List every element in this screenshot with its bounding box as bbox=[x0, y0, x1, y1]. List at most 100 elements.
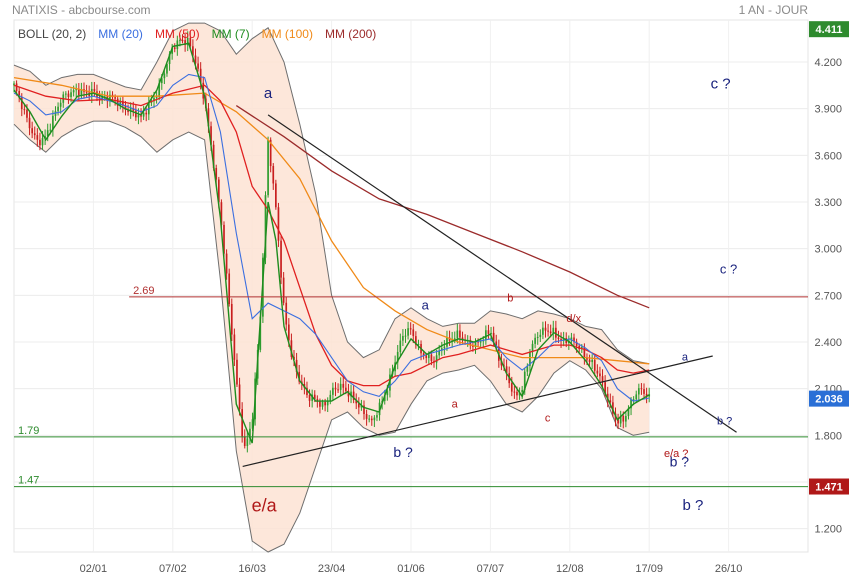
level-label: 1.47 bbox=[18, 475, 39, 487]
y-tick-label: 3.900 bbox=[814, 104, 842, 116]
candle-body bbox=[370, 418, 373, 421]
candle-body bbox=[407, 328, 409, 336]
candle-body bbox=[630, 399, 632, 409]
candle-body bbox=[637, 388, 640, 395]
candle-body bbox=[171, 47, 173, 54]
candle-body bbox=[163, 73, 166, 79]
candle-body bbox=[259, 316, 262, 350]
candle-body bbox=[622, 415, 625, 422]
candle-body bbox=[173, 47, 176, 50]
price-badge bbox=[809, 478, 849, 495]
trendlines bbox=[242, 114, 737, 468]
candle-body bbox=[145, 112, 148, 115]
wave-label: e/a bbox=[252, 496, 278, 516]
x-tick-label: 17/09 bbox=[635, 563, 663, 575]
legend: BOLL (20, 2) MM (20) MM (50) MM (7) MM (100)… bbox=[18, 27, 376, 41]
candle-body bbox=[453, 338, 456, 340]
candle-body bbox=[36, 135, 39, 140]
candle-body bbox=[215, 168, 218, 180]
candle-body bbox=[635, 394, 638, 400]
bollinger-lower bbox=[13, 120, 650, 553]
candle-body bbox=[365, 414, 368, 419]
candle-body bbox=[33, 133, 36, 136]
candle-body bbox=[319, 401, 321, 407]
candle-body bbox=[264, 195, 267, 258]
y-tick-label: 1.800 bbox=[814, 430, 842, 442]
candle-body bbox=[632, 399, 635, 401]
candle-body bbox=[181, 40, 184, 42]
candle-body bbox=[85, 91, 88, 93]
candle-body bbox=[223, 224, 225, 254]
candle-body bbox=[339, 383, 342, 390]
candle-body bbox=[306, 387, 308, 396]
candle-body bbox=[536, 336, 539, 338]
candle-body bbox=[549, 331, 552, 334]
trendline bbox=[242, 355, 713, 468]
legend-item: MM (20) bbox=[98, 27, 143, 41]
candle-body bbox=[409, 328, 412, 330]
candle-body bbox=[588, 359, 591, 363]
x-tick-label: 26/10 bbox=[715, 563, 743, 575]
candle-body bbox=[627, 408, 630, 416]
candle-body bbox=[575, 341, 578, 346]
candle-body bbox=[539, 334, 542, 337]
candle-body bbox=[176, 40, 179, 50]
candle-body bbox=[285, 302, 288, 325]
candle-body bbox=[606, 393, 609, 401]
horizontal-levels: 2.69 1.79 1.47 bbox=[14, 285, 808, 488]
candle-body bbox=[129, 108, 132, 113]
candle-body bbox=[207, 108, 210, 127]
candle-body bbox=[119, 100, 122, 106]
candle-body bbox=[643, 389, 645, 394]
candle-body bbox=[555, 327, 557, 338]
bollinger-band bbox=[13, 22, 650, 553]
candle-body bbox=[586, 357, 588, 360]
candle-body bbox=[225, 253, 228, 274]
candle-body bbox=[77, 88, 80, 96]
candle-body bbox=[334, 387, 337, 390]
wave-label: e/a ? bbox=[664, 448, 688, 460]
candle-body bbox=[142, 112, 145, 117]
candle-body bbox=[529, 351, 531, 366]
candle-body bbox=[402, 335, 404, 341]
candle-body bbox=[26, 109, 28, 118]
candle-body bbox=[41, 137, 44, 146]
candle-body bbox=[251, 419, 254, 429]
mm200-line bbox=[235, 105, 650, 309]
candle-body bbox=[617, 419, 619, 424]
candle-body bbox=[479, 341, 482, 343]
candle-body bbox=[599, 373, 601, 377]
candle-body bbox=[376, 415, 378, 418]
candle-body bbox=[153, 97, 155, 102]
candle-body bbox=[500, 360, 503, 366]
candle-body bbox=[404, 335, 407, 337]
level-label: 2.69 bbox=[133, 285, 154, 297]
legend-item: MM (50) bbox=[155, 27, 200, 41]
price-badge bbox=[809, 21, 849, 38]
candle-body bbox=[461, 337, 464, 340]
candle-body bbox=[562, 338, 565, 341]
candle-body bbox=[13, 83, 15, 86]
candle-body bbox=[526, 365, 529, 372]
candle-body bbox=[246, 438, 249, 446]
candle-body bbox=[212, 144, 215, 169]
legend-item: MM (7) bbox=[212, 27, 250, 41]
candle-body bbox=[645, 393, 648, 397]
candle-body bbox=[396, 351, 399, 363]
candle-body bbox=[210, 126, 212, 145]
candle-body bbox=[15, 83, 18, 91]
y-tick-label: 3.600 bbox=[814, 150, 842, 162]
candle-body bbox=[534, 337, 536, 344]
candle-body bbox=[20, 97, 23, 110]
price-badge-label: 2.036 bbox=[815, 394, 843, 406]
mm20-line bbox=[13, 73, 650, 402]
mm7-line bbox=[13, 42, 650, 444]
wave-label: b ? bbox=[393, 444, 413, 460]
candle-body bbox=[168, 53, 171, 65]
candle-body bbox=[332, 387, 334, 395]
candle-body bbox=[386, 390, 389, 396]
wave-label: c ? bbox=[720, 262, 737, 277]
candle-body bbox=[612, 402, 614, 414]
wave-label: c ? bbox=[711, 75, 731, 92]
candle-body bbox=[230, 303, 233, 335]
